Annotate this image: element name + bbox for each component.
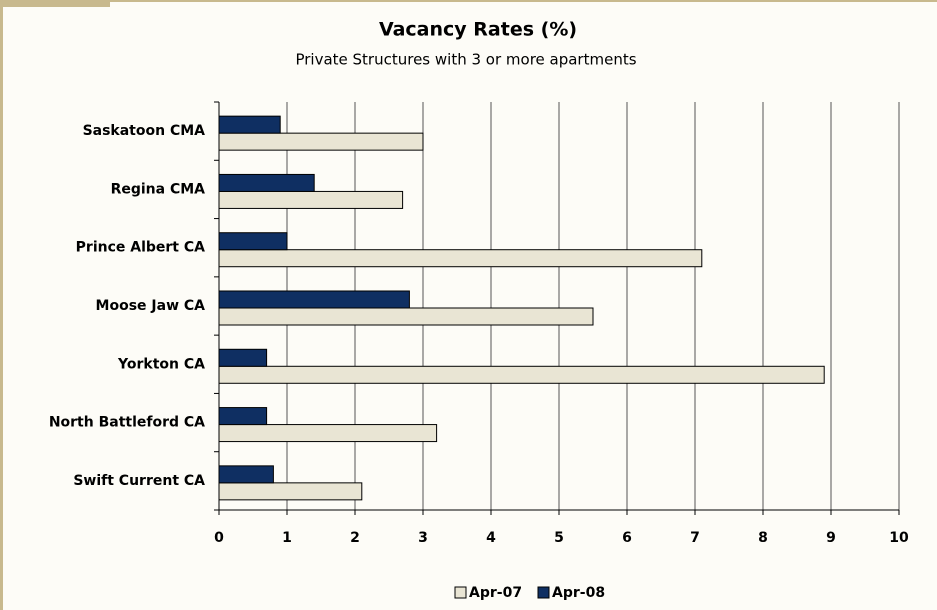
bar: [218, 190, 404, 209]
legend-swatch: [537, 586, 550, 599]
header-tab: [0, 0, 110, 7]
bar: [218, 173, 315, 192]
x-tick-label: 3: [418, 530, 428, 546]
legend-label: Apr-08: [552, 585, 605, 601]
x-tick-label: 8: [758, 530, 768, 546]
bar: [218, 232, 288, 251]
left-border: [0, 0, 3, 610]
y-tick-label: Yorkton CA: [117, 356, 205, 372]
bar: [218, 307, 594, 326]
bar: [218, 348, 268, 367]
bar: [218, 465, 274, 484]
y-tick-label: Regina CMA: [111, 181, 206, 197]
x-tick-label: 6: [622, 530, 632, 546]
x-tick-label: 1: [282, 530, 292, 546]
bar: [218, 407, 268, 426]
chart-subtitle: Private Structures with 3 or more apartm…: [295, 51, 636, 69]
x-tick-label: 10: [889, 530, 909, 546]
x-tick-label: 5: [554, 530, 564, 546]
bar: [218, 424, 438, 443]
y-tick-label: Swift Current CA: [73, 473, 205, 489]
bar: [218, 132, 424, 151]
legend-label: Apr-07: [469, 585, 522, 601]
bar: [218, 290, 410, 309]
x-tick-label: 9: [826, 530, 836, 546]
x-tick-label: 0: [214, 530, 224, 546]
header-line: [110, 0, 937, 2]
x-tick-label: 2: [350, 530, 360, 546]
y-tick-label: Moose Jaw CA: [96, 298, 206, 314]
bar: [218, 365, 825, 384]
bar: [218, 249, 703, 268]
y-tick-label: Prince Albert CA: [76, 240, 205, 256]
bar: [218, 115, 281, 134]
y-tick-label: Saskatoon CMA: [83, 123, 206, 139]
chart-title: Vacancy Rates (%): [379, 19, 577, 41]
x-tick-label: 7: [690, 530, 700, 546]
legend-swatch: [454, 586, 467, 599]
y-tick-label: North Battleford CA: [49, 415, 205, 431]
x-tick-label: 4: [486, 530, 496, 546]
bar: [218, 482, 363, 501]
